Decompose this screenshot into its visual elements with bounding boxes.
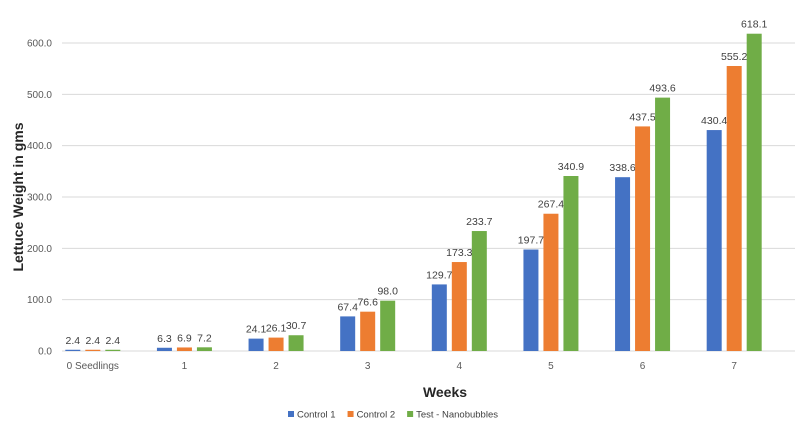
bar [563, 176, 579, 351]
data-label: 67.4 [337, 301, 358, 313]
y-tick-label: 500.0 [27, 90, 52, 101]
data-label: 430.4 [701, 115, 727, 127]
data-label: 7.2 [197, 332, 212, 344]
y-tick-label: 200.0 [27, 244, 52, 255]
y-axis-title: Lettuce Weight in gms [10, 122, 26, 271]
y-tick-label: 0.0 [38, 347, 52, 358]
bar [706, 130, 722, 351]
bar [360, 311, 376, 351]
data-label: 30.7 [286, 320, 307, 332]
x-tick-label: 1 [182, 361, 188, 372]
data-label: 555.2 [721, 51, 747, 63]
data-label: 2.4 [86, 335, 101, 347]
data-label: 6.9 [177, 332, 192, 344]
bar [431, 284, 447, 351]
y-tick-label: 100.0 [27, 295, 52, 306]
x-tick-label: 6 [640, 361, 646, 372]
data-label: 437.5 [629, 111, 655, 123]
bar [268, 337, 284, 351]
data-label: 24.1 [246, 324, 267, 336]
bar [635, 126, 651, 352]
bar [105, 349, 121, 351]
legend-label: Control 2 [357, 410, 396, 421]
bar [176, 347, 192, 351]
data-label: 197.7 [518, 235, 544, 247]
x-tick-label: 5 [548, 361, 554, 372]
data-label: 173.3 [446, 247, 472, 259]
bar [288, 335, 304, 351]
bar [655, 97, 671, 351]
bar [543, 213, 559, 351]
bar [451, 262, 467, 351]
bar [615, 177, 631, 351]
data-label: 340.9 [558, 161, 584, 173]
data-label: 267.4 [538, 199, 564, 211]
data-label: 26.1 [266, 323, 287, 335]
bar [156, 347, 172, 351]
data-label: 2.4 [106, 335, 121, 347]
data-label: 6.3 [157, 333, 172, 345]
bar [746, 33, 762, 351]
bar [248, 338, 264, 351]
bar [726, 65, 742, 352]
bar [85, 349, 101, 351]
x-tick-label: 2 [273, 361, 279, 372]
legend-label: Control 1 [297, 410, 336, 421]
legend-swatch [407, 411, 414, 417]
data-label: 98.0 [377, 286, 398, 298]
data-label: 76.6 [357, 297, 378, 309]
data-label: 233.7 [466, 216, 492, 228]
bar [196, 347, 212, 351]
bar [471, 231, 487, 351]
x-tick-label: 4 [457, 361, 463, 372]
x-axis-title: Weeks [423, 384, 467, 400]
bar [380, 300, 396, 351]
data-label: 129.7 [426, 269, 452, 281]
data-label: 2.4 [66, 335, 81, 347]
data-label: 618.1 [741, 19, 767, 31]
legend-swatch [347, 411, 354, 417]
y-tick-label: 400.0 [27, 141, 52, 152]
data-label: 338.6 [609, 162, 635, 174]
bar [340, 316, 356, 351]
bar [65, 349, 81, 351]
x-tick-label: 7 [731, 361, 737, 372]
legend-swatch [288, 411, 294, 417]
x-tick-label: 0 Seedlings [67, 361, 119, 372]
bar [523, 249, 539, 351]
legend-label: Test - Nanobubbles [416, 410, 498, 421]
x-tick-label: 3 [365, 361, 371, 372]
data-label: 493.6 [649, 83, 675, 95]
y-tick-label: 300.0 [27, 193, 52, 204]
y-tick-label: 600.0 [27, 39, 52, 50]
